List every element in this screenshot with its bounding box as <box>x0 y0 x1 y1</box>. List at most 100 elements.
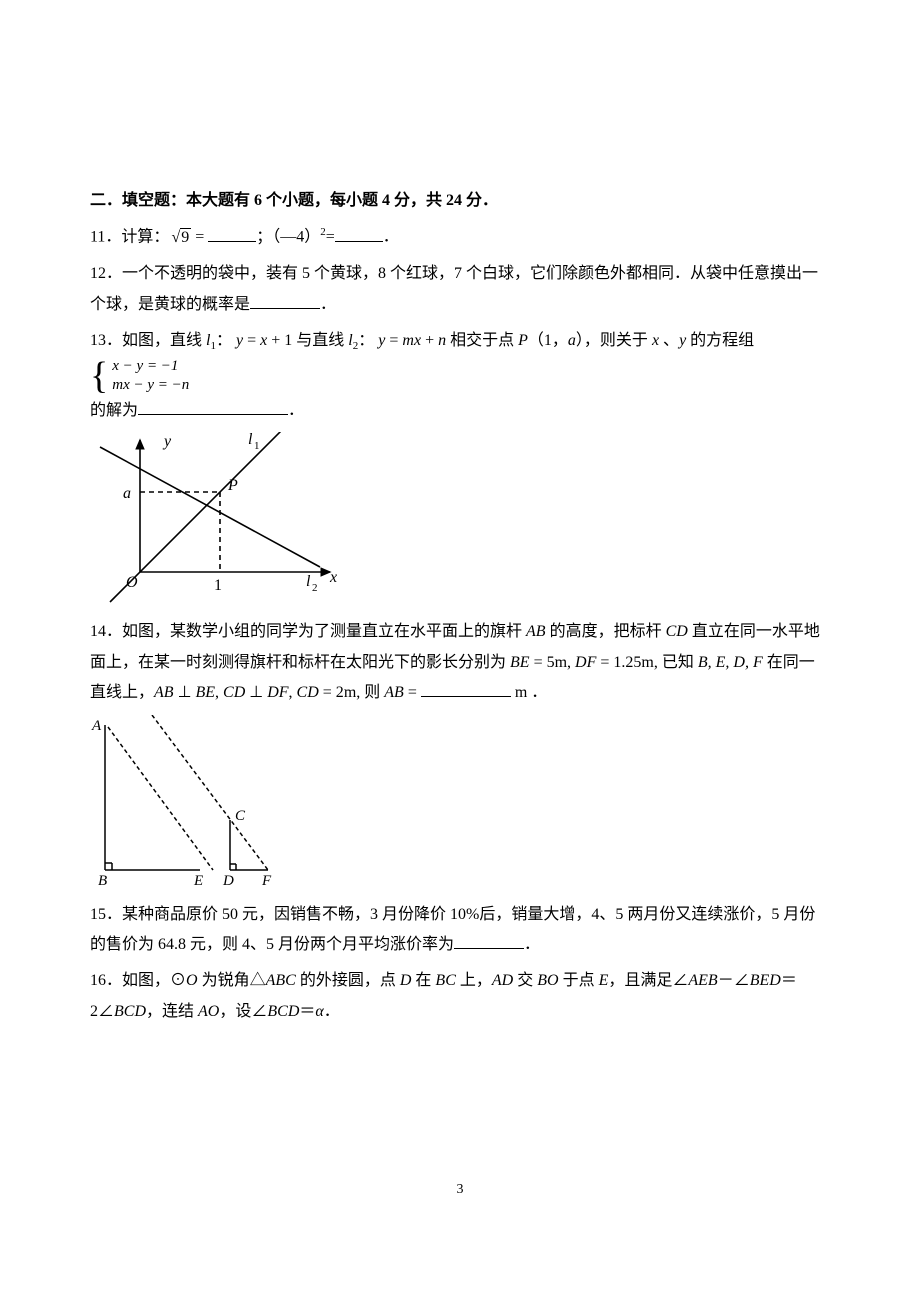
q14-figure: ABECDF <box>90 715 830 890</box>
perp1: ⊥ <box>174 684 196 701</box>
q16-t13: ＝ <box>299 1003 315 1020</box>
q11-end: ． <box>383 229 399 246</box>
q14-unitCD: m, <box>344 684 364 701</box>
q14-num: 14． <box>90 623 122 640</box>
q11-blank2 <box>335 225 383 242</box>
comma2: , <box>289 684 297 701</box>
q14-blank <box>421 680 511 697</box>
q14-eqBE: = 5 <box>530 654 555 671</box>
q13-blank <box>138 398 288 415</box>
q14-AB: AB <box>526 623 546 640</box>
question-13: 13．如图，直线 l1： y = x + 1 与直线 l2： y = mx + … <box>90 326 830 426</box>
q16-t5: 上， <box>456 972 492 989</box>
q14-CD: CD <box>666 623 688 640</box>
q14-unitDF: m, <box>641 654 661 671</box>
q11-eq2: = <box>326 229 335 246</box>
q11-sep: ；（―4） <box>256 229 320 246</box>
svg-text:B: B <box>98 873 107 889</box>
q12-t1: 一个不透明的袋中，装有 5 个黄球，8 个红球，7 个白球，它们除颜色外都相同．… <box>90 265 818 312</box>
svg-text:l: l <box>248 432 253 448</box>
q12-num: 12． <box>90 265 122 282</box>
q16-t1: 如图，⊙ <box>122 972 186 989</box>
q14-p1a: AB <box>154 684 174 701</box>
question-12: 12．一个不透明的袋中，装有 5 个黄球，8 个红球，7 个白球，它们除颜色外都… <box>90 259 830 320</box>
q16-AEB: AEB <box>688 972 717 989</box>
q16-t9: －∠ <box>718 972 750 989</box>
q11-rad: 9 <box>180 228 191 246</box>
q13-t8: 、 <box>659 332 679 349</box>
q16-BCD2: BCD <box>267 1003 299 1020</box>
question-15: 15．某种商品原价 50 元，因销售不畅，3 月份降价 10%后，销量大增，4、… <box>90 900 830 961</box>
q11-eq1: = <box>191 229 208 246</box>
svg-text:y: y <box>162 433 172 450</box>
svg-text:1: 1 <box>254 440 260 452</box>
svg-text:x: x <box>329 569 337 586</box>
svg-text:a: a <box>123 485 131 502</box>
q13-t7: ），则关于 <box>576 332 652 349</box>
svg-text:2: 2 <box>312 582 318 594</box>
q16-alpha: α <box>315 1003 323 1020</box>
q14-t1: 如图，某数学小组的同学为了测量直立在水平面上的旗杆 <box>122 623 526 640</box>
svg-text:F: F <box>261 873 272 889</box>
q13-t1: 如图，直线 <box>122 332 206 349</box>
q15-t1: 某种商品原价 50 元，因销售不畅，3 月份降价 10%后，销量大增，4、5 两… <box>90 906 815 953</box>
q13-num: 13． <box>90 332 122 349</box>
q16-t12: ，设∠ <box>219 1003 267 1020</box>
q13-end: ． <box>288 402 304 419</box>
q13-t3: 与直线 <box>296 332 348 349</box>
svg-text:A: A <box>91 718 102 734</box>
q14-p2b: DF <box>267 684 288 701</box>
perp2: ⊥ <box>245 684 267 701</box>
q16-AO: AO <box>198 1003 219 1020</box>
q13-a: a <box>568 332 576 349</box>
q16-t11: ，连结 <box>146 1003 198 1020</box>
q13-t5: 相交于点 <box>450 332 518 349</box>
sys-row2: mx − y = −n <box>112 376 189 396</box>
q14-CDv: CD <box>297 684 319 701</box>
q16-t6: 交 <box>513 972 537 989</box>
q13-eq2-n: n <box>438 332 446 349</box>
q13-eq2-x: x <box>414 332 421 349</box>
q13-figure: yxO1aPl1l2 <box>90 432 830 607</box>
section-header-text: 二．填空题：本大题有 6 个小题，每小题 4 分，共 24 分． <box>90 192 498 209</box>
q13-eq2-m: m <box>402 332 414 349</box>
q14-svg: ABECDF <box>90 715 280 890</box>
q16-t8: ，且满足∠ <box>608 972 688 989</box>
question-14: 14．如图，某数学小组的同学为了测量直立在水平面上的旗杆 AB 的高度，把标杆 … <box>90 617 830 708</box>
q15-blank <box>454 932 524 949</box>
question-11: 11．计算：9 = ；（―4）2=． <box>90 222 830 253</box>
page-number: 3 <box>90 1177 830 1204</box>
q16-t7: 于点 <box>559 972 599 989</box>
q14-eqCD: = 2 <box>319 684 344 701</box>
svg-text:D: D <box>222 873 234 889</box>
comma1: , <box>215 684 223 701</box>
section-header: 二．填空题：本大题有 6 个小题，每小题 4 分，共 24 分． <box>90 186 830 216</box>
q16-t14: ． <box>324 1003 340 1020</box>
q13-eq1-r: + 1 <box>267 332 292 349</box>
q14-AB2: AB <box>384 684 404 701</box>
q16-E: E <box>599 972 609 989</box>
q16-num: 16． <box>90 972 122 989</box>
question-16: 16．如图，⊙O 为锐角△ABC 的外接圆，点 D 在 BC 上，AD 交 BO… <box>90 966 830 1027</box>
brace-icon: { <box>90 357 108 395</box>
q11-blank1 <box>208 225 256 242</box>
svg-text:l: l <box>306 573 311 590</box>
q16-O: O <box>186 972 198 989</box>
q14-eqDF: = 1.25 <box>596 654 641 671</box>
q16-ABC: ABC <box>266 972 296 989</box>
q14-eq3: = <box>404 684 421 701</box>
q14-BE: BE <box>510 654 530 671</box>
svg-text:O: O <box>126 574 138 591</box>
svg-text:C: C <box>235 808 246 824</box>
q14-t2: 的高度，把标杆 <box>546 623 666 640</box>
q13-t6: （1， <box>528 332 568 349</box>
equation-system: { x − y = −1 mx − y = −n <box>90 357 189 396</box>
q12-blank <box>250 292 320 309</box>
q13-t9: 的方程组 <box>686 332 754 349</box>
q13-t10: 的解为 <box>90 402 138 419</box>
q16-BO: BO <box>537 972 558 989</box>
q14-p1b: BE <box>196 684 216 701</box>
q16-BED: BED <box>750 972 781 989</box>
q15-end: ． <box>524 936 540 953</box>
q13-svg: yxO1aPl1l2 <box>90 432 340 607</box>
